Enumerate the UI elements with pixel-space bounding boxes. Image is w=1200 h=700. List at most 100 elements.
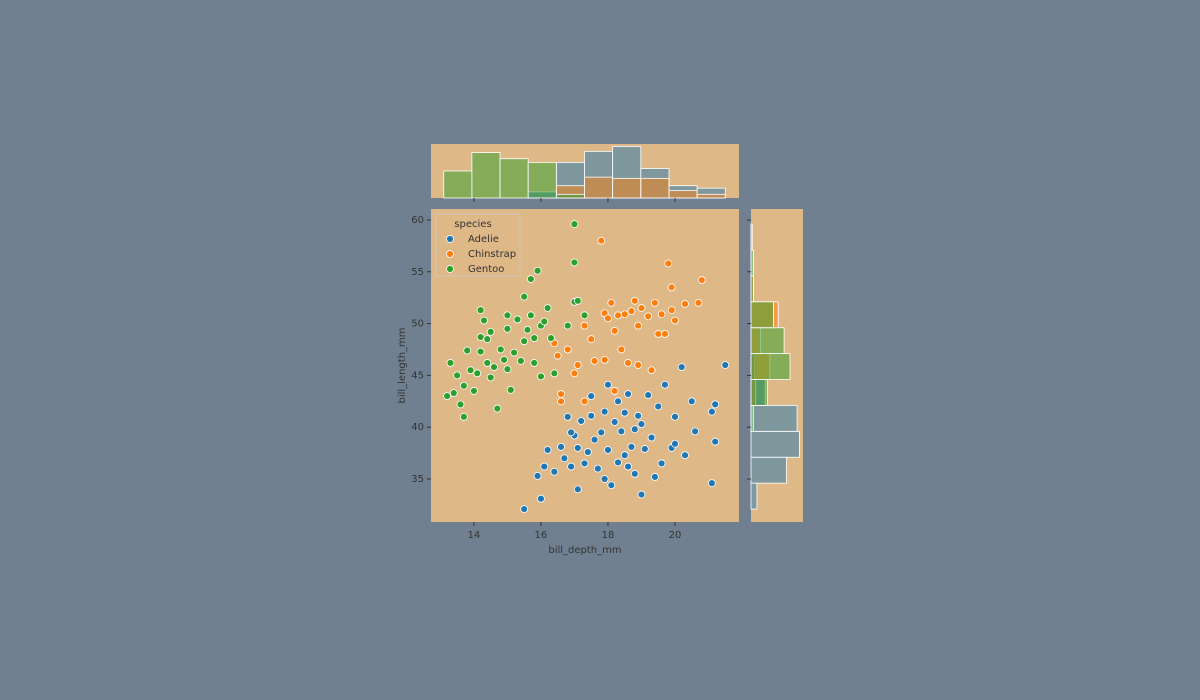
scatter-point: [620, 408, 629, 417]
scatter-point: [677, 363, 686, 372]
scatter-point: [523, 325, 532, 334]
scatter-point: [530, 359, 539, 367]
scatter-point: [580, 459, 589, 468]
hist-bar: [750, 379, 768, 406]
scatter-point: [563, 345, 572, 354]
scatter-point: [486, 373, 495, 382]
scatter-point: [533, 266, 542, 275]
y-tick-label: 55: [411, 267, 424, 278]
scatter-point: [637, 490, 646, 499]
hist-bar: [750, 249, 754, 277]
scatter-point: [587, 411, 596, 420]
hist-bar: [612, 177, 642, 199]
scatter-point: [526, 311, 535, 320]
scatter-point: [691, 427, 699, 436]
scatter-point: [657, 310, 666, 319]
scatter-point: [614, 397, 622, 406]
scatter-point: [600, 475, 609, 483]
hist-bar: [555, 193, 585, 199]
x-axis-label: bill_depth_mm: [548, 545, 621, 556]
scatter-point: [516, 356, 525, 365]
scatter-point: [687, 397, 696, 406]
scatter-point: [553, 351, 562, 360]
scatter-point: [614, 458, 622, 467]
scatter-point: [560, 454, 569, 463]
hist-bar: [499, 158, 529, 199]
hist-bar: [471, 152, 501, 199]
scatter-point: [620, 310, 629, 319]
y-tick-label: 50: [411, 319, 424, 330]
scatter-point: [580, 397, 589, 406]
scatter-point: [654, 330, 663, 338]
scatter-point: [707, 479, 716, 488]
legend-marker: [446, 250, 454, 258]
scatter-point: [503, 311, 512, 320]
scatter-point: [640, 445, 649, 453]
scatter-point: [567, 428, 575, 437]
scatter-point: [473, 369, 482, 378]
y-axis-label: bill_length_mm: [397, 327, 408, 403]
hist-bar: [750, 301, 774, 329]
scatter-point: [610, 387, 619, 395]
hist-bar: [750, 223, 753, 251]
scatter-point: [694, 298, 703, 307]
scatter-point: [647, 433, 656, 442]
scatter-point: [533, 471, 542, 480]
x-tick-label: 16: [535, 530, 548, 541]
scatter-point: [667, 306, 676, 315]
scatter-point: [506, 385, 515, 394]
scatter-point: [550, 369, 559, 378]
scatter-point: [449, 389, 458, 397]
scatter-point: [469, 387, 478, 395]
scatter-point: [617, 427, 626, 436]
hist-bar: [750, 405, 798, 432]
scatter-point: [620, 451, 629, 460]
x-tick-label: 14: [468, 530, 481, 541]
hist-bar: [527, 162, 557, 199]
scatter-point: [543, 304, 552, 312]
scatter-point: [671, 316, 679, 325]
scatter-point: [630, 469, 639, 478]
scatter-point: [667, 283, 676, 292]
scatter-point: [476, 347, 485, 356]
scatter-point: [496, 345, 505, 354]
scatter-point: [500, 355, 508, 364]
scatter-point: [503, 365, 512, 374]
scatter-point: [637, 420, 646, 428]
scatter-point: [476, 306, 485, 315]
scatter-point: [650, 298, 659, 307]
scatter-point: [520, 337, 529, 346]
scatter-point: [664, 259, 673, 268]
hist-bar: [750, 327, 785, 355]
scatter-point: [617, 345, 626, 354]
scatter-point: [526, 275, 535, 283]
scatter-point: [573, 361, 582, 369]
scatter-point: [624, 390, 632, 398]
scatter-point: [610, 418, 619, 426]
scatter-point: [537, 372, 545, 381]
legend-marker: [446, 235, 454, 243]
scatter-point: [627, 307, 636, 316]
scatter-point: [671, 439, 679, 448]
scatter-point: [597, 236, 606, 245]
scatter-point: [661, 330, 669, 338]
hist-bar: [750, 456, 787, 484]
scatter-point: [614, 311, 622, 320]
scatter-point: [563, 321, 572, 330]
scatter-point: [711, 400, 720, 409]
scatter-point: [490, 363, 498, 372]
scatter-point: [557, 442, 565, 451]
scatter-point: [537, 494, 545, 503]
scatter-point: [573, 296, 582, 305]
scatter-point: [480, 316, 488, 325]
scatter-point: [711, 437, 720, 446]
scatter-point: [654, 402, 663, 411]
hist-bar: [696, 193, 726, 199]
scatter-point: [644, 391, 653, 399]
scatter-point: [697, 276, 706, 284]
scatter-point: [570, 258, 579, 267]
scatter-point: [567, 462, 575, 471]
scatter-point: [594, 464, 602, 473]
scatter-point: [600, 355, 609, 364]
